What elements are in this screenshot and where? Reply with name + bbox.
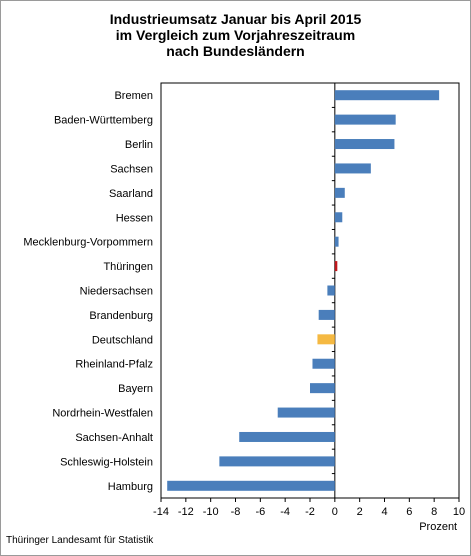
category-labels: Bremen Baden-Württemberg Berlin Sachsen Saar… [23,90,153,493]
bar [312,358,335,369]
bar [334,90,440,101]
category-label: Brandenburg [89,310,153,322]
category-label: Nordrhein-Westfalen [52,408,153,420]
chart-title-line-2: im Vergleich zum Vorjahreszeitraum [115,27,356,43]
x-tick-label: -12 [178,506,194,518]
bar [317,334,335,345]
bar [310,383,335,394]
x-tick-label: 2 [357,506,363,518]
bar [334,261,338,272]
x-tick-label: 8 [431,506,437,518]
bar [334,212,343,223]
x-tick-label: -4 [280,506,290,518]
x-tick-label: 0 [332,506,338,518]
bar [239,431,335,442]
bar [334,236,339,247]
bars [167,90,440,491]
category-label: Baden-Württemberg [54,115,153,127]
category-label: Mecklenburg-Vorpommern [23,237,153,249]
bar [219,456,335,467]
category-label: Berlin [125,139,153,151]
category-label: Hamburg [108,481,153,493]
category-label: Sachsen [110,163,153,175]
category-label: Hessen [116,212,153,224]
category-label: Schleswig-Holstein [60,456,153,468]
category-label: Rheinland-Pfalz [75,359,153,371]
x-axis: -14 -12 -10 -8 -6 -4 -2 0 2 4 6 8 10 [153,498,465,518]
x-tick-label: -14 [153,506,169,518]
category-label: Sachsen-Anhalt [75,432,153,444]
bar [318,309,335,320]
category-label: Saarland [109,188,153,200]
bar [334,139,395,150]
category-label: Bremen [114,90,153,102]
category-label: Deutschland [92,334,153,346]
x-tick-label: -6 [255,506,265,518]
x-tick-label: -10 [203,506,219,518]
chart-title-line-1: Industrieumsatz Januar bis April 2015 [109,11,362,27]
category-label: Thüringen [103,261,153,273]
bar [277,407,335,418]
category-label: Bayern [118,383,153,395]
bar [334,114,396,125]
x-tick-label: 6 [406,506,412,518]
x-axis-label: Prozent [419,521,457,533]
chart-title: Industrieumsatz Januar bis April 2015 im… [0,11,471,59]
bar [334,163,371,174]
bar [334,187,345,198]
bar [327,285,335,296]
x-tick-label: 10 [453,506,465,518]
bar [167,480,335,491]
x-tick-label: -8 [231,506,241,518]
chart-title-line-3: nach Bundesländern [166,43,305,59]
x-tick-label: -2 [305,506,315,518]
source-note: Thüringer Landesamt für Statistik [6,535,154,546]
x-tick-label: 4 [381,506,387,518]
category-label: Niedersachsen [80,286,153,298]
